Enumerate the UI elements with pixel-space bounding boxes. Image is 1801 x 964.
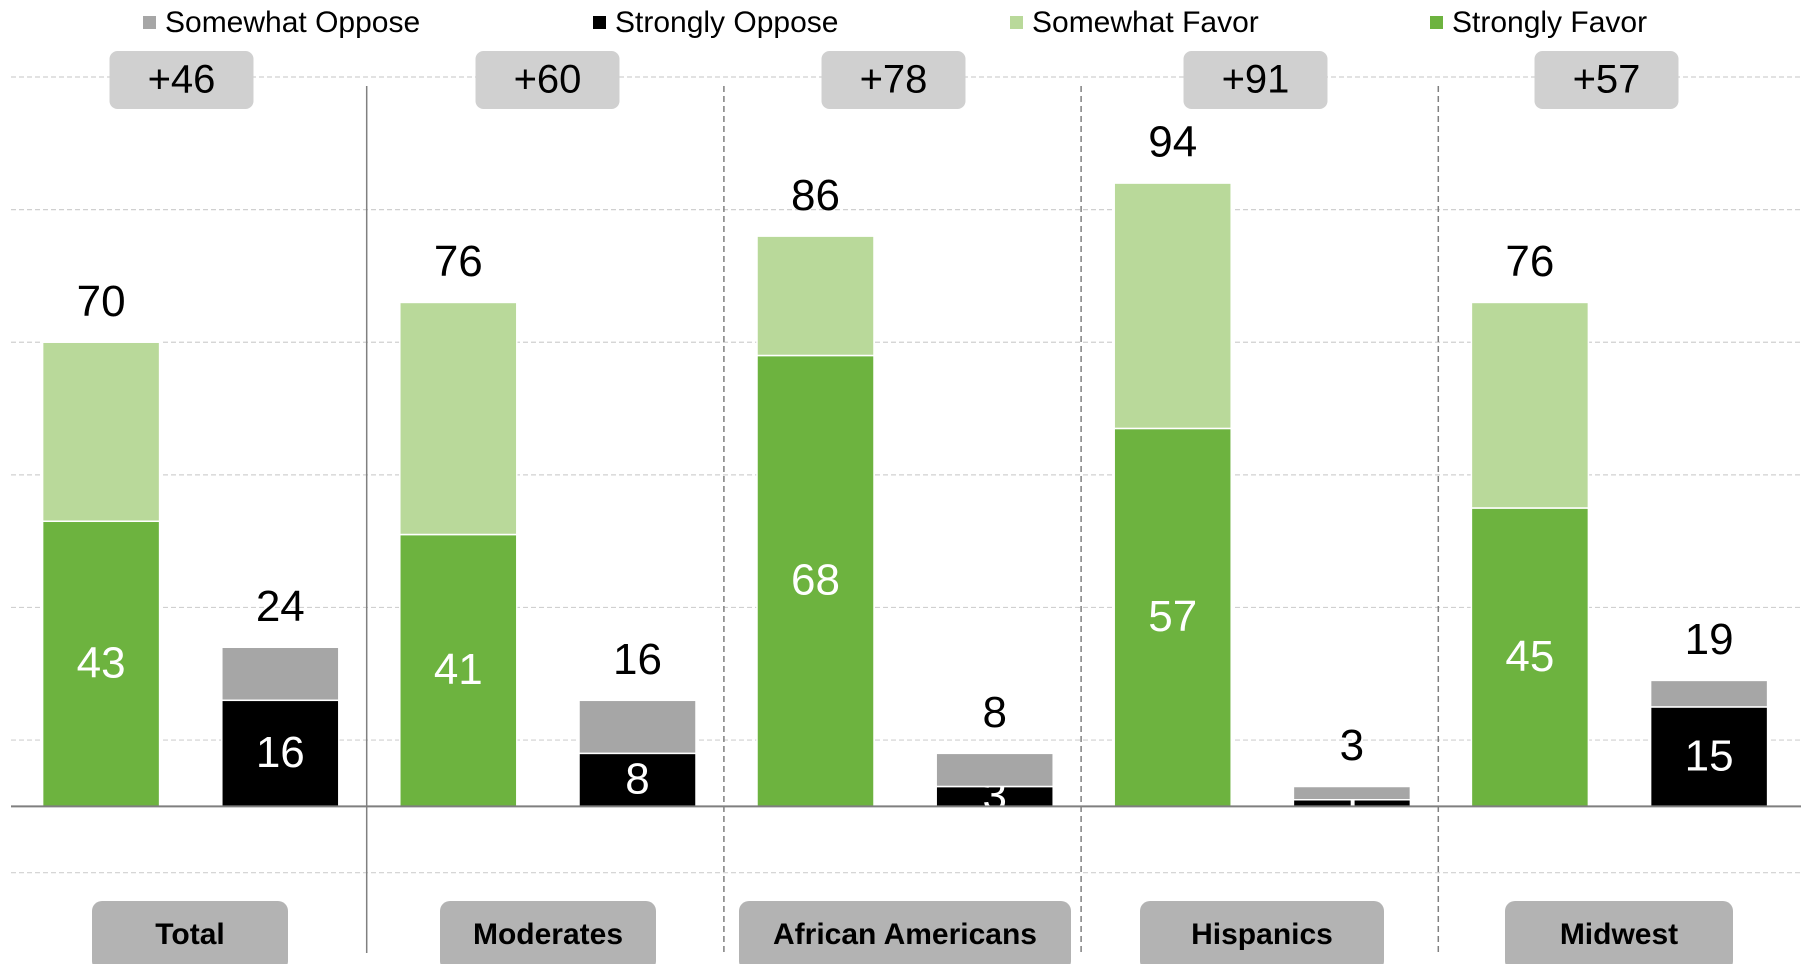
bar-value-label: 68 [791,556,840,605]
net-label: +91 [1222,58,1290,102]
legend-swatch [593,16,606,29]
legend-label: Somewhat Favor [1032,6,1259,39]
total-label: 70 [77,277,126,326]
category-label: Hispanics [1191,918,1333,951]
bar-segment [41,341,161,523]
net-box [1183,51,1328,109]
bar-segment [935,752,1054,788]
category-label: African Americans [773,918,1037,951]
bar-segment [221,646,340,702]
bar-segment [1470,507,1590,808]
bar-segment [1292,785,1412,801]
total-label: 86 [791,171,840,220]
bar-value-label: 57 [1148,592,1197,641]
net-label: +60 [514,58,582,102]
net-box [109,51,254,109]
legend-label: Strongly Oppose [615,6,838,39]
total-label: 16 [613,635,662,684]
category-box [1140,901,1384,964]
category-label: Total [155,918,224,951]
net-label: +78 [860,58,928,102]
bar-value-label: 45 [1505,632,1554,681]
bar-value-label: 1 [1340,778,1364,827]
total-label: 3 [1340,721,1364,770]
bar-segment [756,354,875,808]
total-label: 19 [1685,615,1734,664]
legend-swatch [1430,16,1443,29]
legend-label: Somewhat Oppose [165,6,420,39]
net-box [821,51,966,109]
category-box [739,901,1071,964]
net-label: +57 [1573,58,1641,102]
legend-label: Strongly Favor [1452,6,1647,39]
net-label: +46 [148,58,216,102]
net-box [1534,51,1679,109]
legend-swatch [143,16,156,29]
bar-segment [578,699,697,755]
bar-segment [1113,182,1232,430]
bar-segment [221,699,340,808]
bar-value-label: 16 [256,728,305,777]
total-label: 8 [982,688,1006,737]
total-label: 24 [256,582,305,631]
bar-segment [1649,679,1769,708]
bar-segment [399,301,518,536]
category-label: Midwest [1560,918,1678,951]
bar-segment [1470,301,1590,509]
category-box [92,901,288,964]
total-label: 76 [434,237,483,286]
legend-swatch [1010,16,1023,29]
net-box [475,51,620,109]
bar-segment [756,235,875,357]
category-label: Moderates [473,918,623,951]
category-box [1505,901,1733,964]
bar-value-label: 41 [434,645,483,694]
bar-value-label: 8 [625,754,649,803]
total-label: 76 [1505,237,1554,286]
bar-value-label: 43 [77,638,126,687]
category-box [440,901,656,964]
bar-value-label: 15 [1685,731,1734,780]
total-label: 94 [1148,118,1197,167]
